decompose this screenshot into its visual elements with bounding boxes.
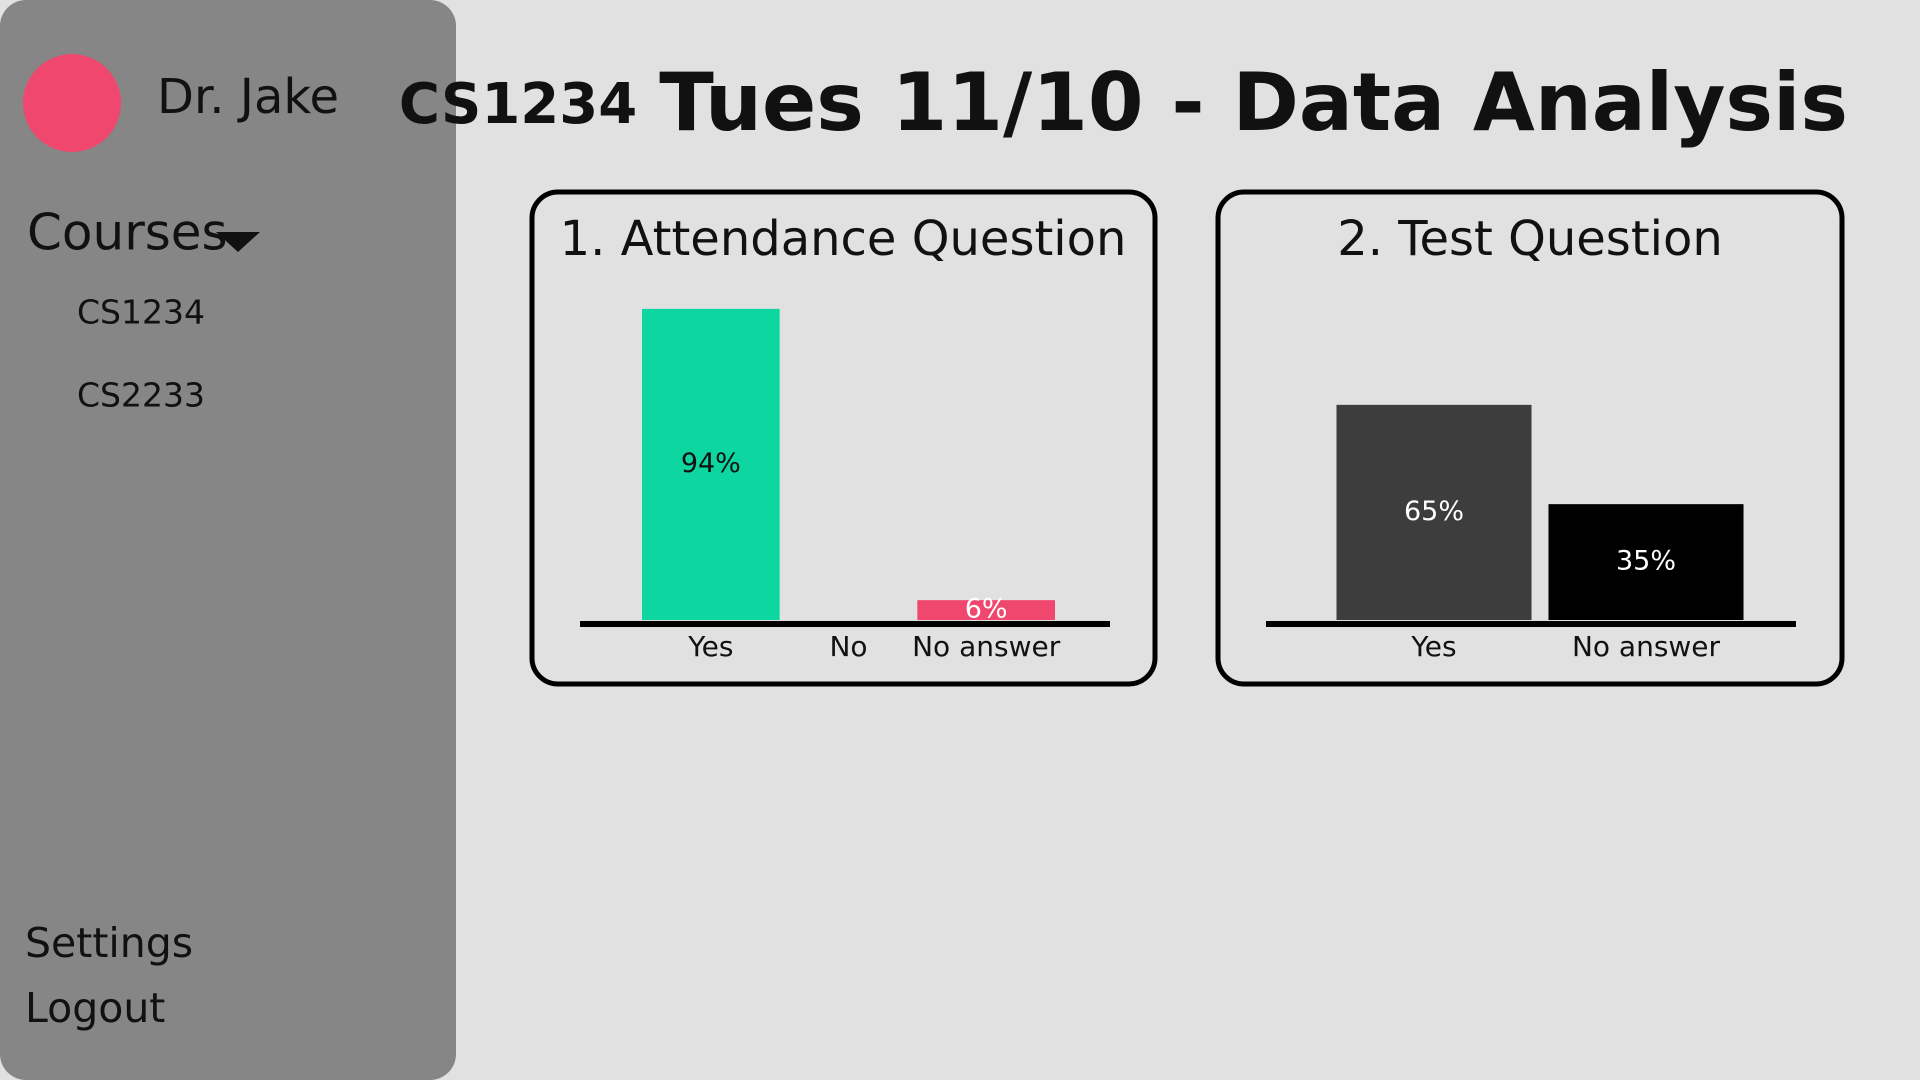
dropdown-arrow[interactable] <box>216 232 260 252</box>
course-code: CS1234 <box>399 72 637 137</box>
bar <box>1548 504 1744 620</box>
chart-card <box>1215 189 1845 687</box>
bar <box>642 308 780 620</box>
x-tick-label: Yes <box>687 630 733 663</box>
value-label: 65% <box>1404 496 1464 527</box>
session-title: Tues 11/10 - Data Analysis <box>659 56 1848 149</box>
settings-link[interactable]: Settings <box>25 919 193 967</box>
sidebar <box>0 0 456 1080</box>
value-label: 6% <box>965 594 1008 625</box>
page-title: CS1234 Tues 11/10 - Data Analysis <box>399 56 1848 149</box>
user-name: Dr. Jake <box>157 69 339 125</box>
course-link[interactable]: CS1234 <box>77 293 205 332</box>
value-label: 35% <box>1616 546 1676 577</box>
chart-title: 2. Test Question <box>1337 211 1723 267</box>
courses-menu[interactable]: Courses <box>27 204 228 262</box>
x-tick-label: No answer <box>1572 630 1721 663</box>
logout-link[interactable]: Logout <box>25 984 165 1032</box>
bar <box>1336 404 1532 620</box>
x-tick-label: No answer <box>912 630 1061 663</box>
bar <box>917 600 1055 620</box>
chart-card <box>529 189 1158 687</box>
chart-title: 1. Attendance Question <box>560 211 1127 267</box>
course-link[interactable]: CS2233 <box>77 376 205 415</box>
x-tick-label: Yes <box>1410 630 1456 663</box>
x-tick-label: No <box>829 630 867 663</box>
avatar <box>23 54 121 152</box>
value-label: 94% <box>681 448 741 479</box>
